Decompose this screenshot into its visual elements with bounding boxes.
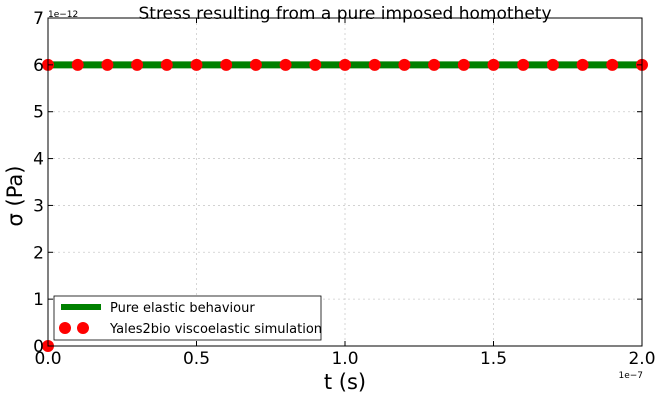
chart-title: Stress resulting from a pure imposed hom…	[138, 4, 551, 24]
simulation-point	[576, 58, 589, 71]
x-tick-label: 1.5	[480, 349, 507, 369]
simulation-point	[249, 58, 262, 71]
simulation-point	[279, 58, 292, 71]
ticks: 0.0 0.5 1.0 1.5 2.0 0 1 2 3 4 5 6 7	[33, 9, 655, 369]
legend: Pure elastic behaviour Yales2bio viscoel…	[53, 295, 322, 341]
x-tick-label: 1.0	[331, 349, 358, 369]
y-tick-label: 5	[33, 103, 44, 123]
simulation-point	[220, 58, 233, 71]
x-tick-label: 0.5	[183, 349, 210, 369]
x-axis-offset-label: 1e−7	[618, 371, 643, 381]
simulation-point	[368, 58, 381, 71]
simulation-point	[546, 58, 559, 71]
y-tick-label: 7	[33, 9, 44, 29]
legend-label-simulation: Yales2bio viscoelastic simulation	[109, 322, 322, 337]
legend-label-pure-elastic: Pure elastic behaviour	[110, 301, 255, 316]
simulation-point	[457, 58, 470, 71]
simulation-point	[517, 58, 530, 71]
y-tick-label: 1	[33, 290, 44, 310]
legend-box	[53, 295, 322, 341]
simulation-point	[101, 58, 114, 71]
x-axis-label: t (s)	[324, 370, 366, 394]
simulation-point	[71, 58, 84, 71]
y-tick-label: 3	[33, 196, 44, 216]
simulation-point	[160, 58, 173, 71]
legend-marker-simulation-1	[59, 322, 71, 334]
simulation-point	[309, 58, 322, 71]
simulation-point	[131, 58, 144, 71]
simulation-point	[339, 58, 351, 71]
series-layer	[42, 58, 648, 352]
y-tick-label: 2	[33, 243, 44, 263]
simulation-point	[428, 58, 441, 71]
y-axis-offset-label: 1e−12	[48, 10, 78, 20]
x-tick-label: 0.0	[34, 349, 61, 369]
simulation-point	[487, 58, 500, 71]
y-tick-label: 0	[33, 337, 44, 357]
y-axis-label: σ (Pa)	[3, 166, 27, 227]
legend-marker-simulation-2	[77, 322, 89, 334]
simulation-point	[398, 58, 411, 71]
y-tick-label: 6	[33, 56, 44, 76]
simulation-point	[606, 58, 619, 71]
y-tick-label: 4	[33, 150, 44, 170]
simulation-point	[190, 58, 203, 71]
x-tick-label: 2.0	[628, 349, 655, 369]
